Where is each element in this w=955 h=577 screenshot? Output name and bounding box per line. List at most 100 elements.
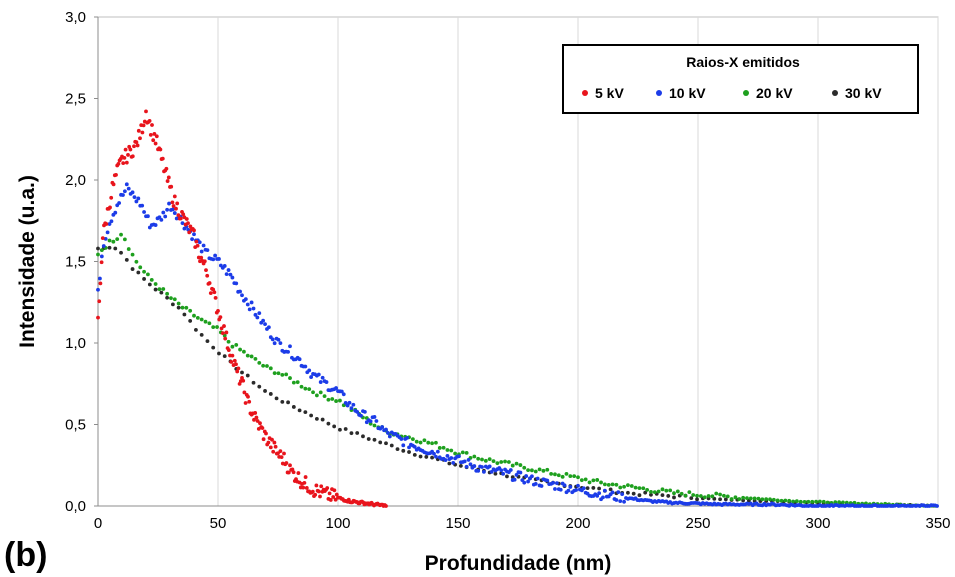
data-point <box>149 277 154 282</box>
data-point <box>405 435 410 440</box>
data-point <box>151 138 156 143</box>
data-point <box>109 219 114 224</box>
data-point <box>197 240 202 245</box>
data-point <box>549 472 554 476</box>
data-point <box>186 221 190 226</box>
data-point <box>787 498 792 503</box>
data-point <box>153 223 158 227</box>
data-point <box>99 254 104 259</box>
data-point <box>472 464 477 468</box>
data-point <box>271 449 276 454</box>
data-point <box>443 458 448 462</box>
data-point <box>147 118 152 123</box>
data-point <box>207 281 212 285</box>
data-point <box>301 485 306 490</box>
data-point <box>319 484 324 489</box>
data-point <box>148 132 153 137</box>
data-point <box>499 468 504 473</box>
data-point <box>334 386 338 390</box>
data-point <box>122 155 127 160</box>
data-point <box>176 213 181 218</box>
data-point <box>140 203 145 208</box>
data-point <box>230 353 235 358</box>
x-tick-label: 300 <box>805 515 830 532</box>
data-point <box>422 438 427 443</box>
y-tick-label: 2,5 <box>65 91 86 108</box>
data-point <box>130 190 135 195</box>
data-point <box>272 371 277 376</box>
data-point <box>180 305 185 310</box>
data-point <box>211 257 216 262</box>
data-point <box>935 504 939 508</box>
data-point <box>249 354 254 359</box>
data-point <box>161 210 166 215</box>
data-point <box>295 380 300 385</box>
data-point <box>247 307 252 312</box>
data-point <box>664 488 669 493</box>
data-point <box>282 451 286 456</box>
data-point <box>652 490 657 495</box>
data-point <box>153 141 158 146</box>
data-point <box>159 290 164 295</box>
data-point <box>302 480 307 485</box>
data-point <box>123 147 128 152</box>
data-point <box>729 497 734 501</box>
data-point <box>318 380 323 384</box>
data-point <box>108 205 112 210</box>
data-point <box>296 471 301 475</box>
data-point <box>303 364 308 369</box>
data-point <box>328 498 333 502</box>
data-point <box>107 245 112 250</box>
data-point <box>272 341 277 346</box>
data-point <box>257 384 262 389</box>
data-point <box>597 486 602 491</box>
data-point <box>144 109 148 114</box>
data-point <box>163 214 168 219</box>
data-point <box>554 481 559 486</box>
data-point <box>303 386 308 391</box>
legend-label: 30 kV <box>845 85 882 101</box>
data-point <box>192 232 196 237</box>
data-point <box>111 182 116 187</box>
data-point <box>430 441 434 446</box>
data-point <box>821 499 826 504</box>
data-point <box>255 419 260 423</box>
data-point <box>170 200 175 205</box>
data-point <box>380 425 385 429</box>
data-point <box>251 380 256 385</box>
data-point <box>629 484 634 488</box>
data-point <box>597 491 602 496</box>
data-point <box>213 253 218 258</box>
data-point <box>710 494 715 499</box>
data-point <box>121 193 125 197</box>
data-point <box>113 246 118 251</box>
data-point <box>339 389 344 394</box>
data-point <box>723 497 728 502</box>
data-point <box>261 363 266 368</box>
data-point <box>217 257 221 261</box>
data-point <box>194 239 199 244</box>
data-point <box>138 265 143 270</box>
data-point <box>164 166 169 171</box>
data-point <box>147 282 152 287</box>
data-point <box>591 486 596 490</box>
data-point <box>779 498 784 503</box>
data-point <box>666 494 671 498</box>
data-point <box>702 495 707 500</box>
x-tick-label: 350 <box>925 515 950 532</box>
data-point <box>274 396 279 401</box>
data-point <box>136 270 141 275</box>
data-point <box>184 305 189 310</box>
data-point <box>326 421 331 426</box>
data-point <box>372 437 377 442</box>
data-point <box>170 207 175 212</box>
data-point <box>258 421 262 426</box>
data-point <box>325 486 330 490</box>
data-point <box>606 482 611 487</box>
data-point <box>679 491 684 496</box>
data-point <box>291 405 296 409</box>
data-point <box>279 455 284 459</box>
x-tick-label: 100 <box>325 515 350 532</box>
data-point <box>119 232 123 237</box>
data-point <box>539 484 544 488</box>
